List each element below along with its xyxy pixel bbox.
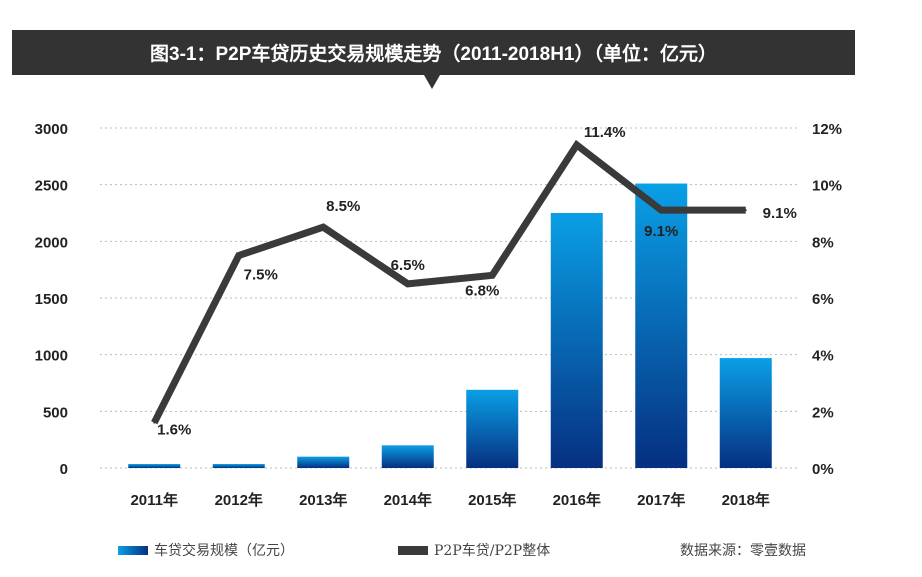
bar bbox=[128, 464, 181, 468]
bar bbox=[635, 183, 688, 469]
data-label: 11.4% bbox=[584, 124, 626, 141]
y-left-tick: 2500 bbox=[35, 178, 68, 195]
y-right-tick: 10% bbox=[812, 178, 842, 195]
y-left-tick: 0 bbox=[60, 461, 68, 478]
y-left-tick: 1000 bbox=[35, 348, 68, 365]
x-tick: 2013年 bbox=[299, 491, 347, 509]
y-right-tick: 2% bbox=[812, 404, 834, 421]
x-tick: 2015年 bbox=[468, 491, 516, 509]
line-point bbox=[322, 226, 325, 229]
bar bbox=[297, 456, 350, 468]
legend-line: P2P车贷/P2P整体 bbox=[398, 540, 550, 560]
x-tick: 2018年 bbox=[722, 491, 770, 509]
legend-line-label: P2P车贷/P2P整体 bbox=[434, 543, 551, 559]
bar bbox=[550, 213, 603, 468]
data-label: 8.5% bbox=[326, 198, 360, 215]
data-label: 9.1% bbox=[763, 205, 797, 222]
line-point bbox=[575, 144, 578, 146]
line-point bbox=[153, 421, 156, 424]
x-tick: 2016年 bbox=[553, 491, 601, 509]
bar bbox=[466, 389, 519, 468]
title-pointer bbox=[424, 75, 440, 89]
legend-bar-label: 车贷交易规模（亿元） bbox=[154, 543, 294, 559]
line-point bbox=[237, 254, 240, 257]
x-tick: 2011年 bbox=[130, 491, 178, 509]
y-right-tick: 6% bbox=[812, 291, 834, 308]
data-label: 6.5% bbox=[391, 257, 425, 274]
data-label: 6.8% bbox=[465, 282, 499, 299]
line-series bbox=[151, 139, 746, 425]
source-note: 数据来源：零壹数据 bbox=[680, 543, 806, 559]
y-right-tick: 0% bbox=[812, 461, 834, 478]
bar bbox=[212, 464, 265, 468]
x-tick: 2017年 bbox=[637, 491, 685, 509]
data-label: 9.1% bbox=[644, 223, 678, 240]
legend-line-swatch bbox=[398, 545, 428, 555]
chart-title: 图3-1：P2P车贷历史交易规模走势（2011-2018H1）（单位：亿元） bbox=[12, 30, 855, 75]
y-left-tick: 3000 bbox=[35, 121, 68, 138]
x-tick: 2012年 bbox=[215, 491, 263, 509]
y-left-tick: 1500 bbox=[35, 291, 68, 308]
y-left-tick: 2000 bbox=[35, 234, 68, 251]
bar bbox=[719, 358, 772, 468]
line-point bbox=[744, 209, 747, 212]
x-tick: 2014年 bbox=[384, 491, 432, 509]
line-point bbox=[406, 282, 409, 285]
y-left-tick: 500 bbox=[43, 404, 68, 421]
legend-bar: 车贷交易规模（亿元） bbox=[118, 540, 294, 560]
line-point bbox=[660, 209, 663, 212]
data-label: 7.5% bbox=[244, 267, 278, 284]
line-point bbox=[491, 274, 494, 277]
y-right-tick: 12% bbox=[812, 121, 842, 138]
bar bbox=[381, 445, 434, 468]
data-label: 1.6% bbox=[157, 422, 191, 439]
y-right-tick: 8% bbox=[812, 234, 834, 251]
legend-bar-swatch bbox=[118, 545, 148, 555]
y-right-tick: 4% bbox=[812, 348, 834, 365]
